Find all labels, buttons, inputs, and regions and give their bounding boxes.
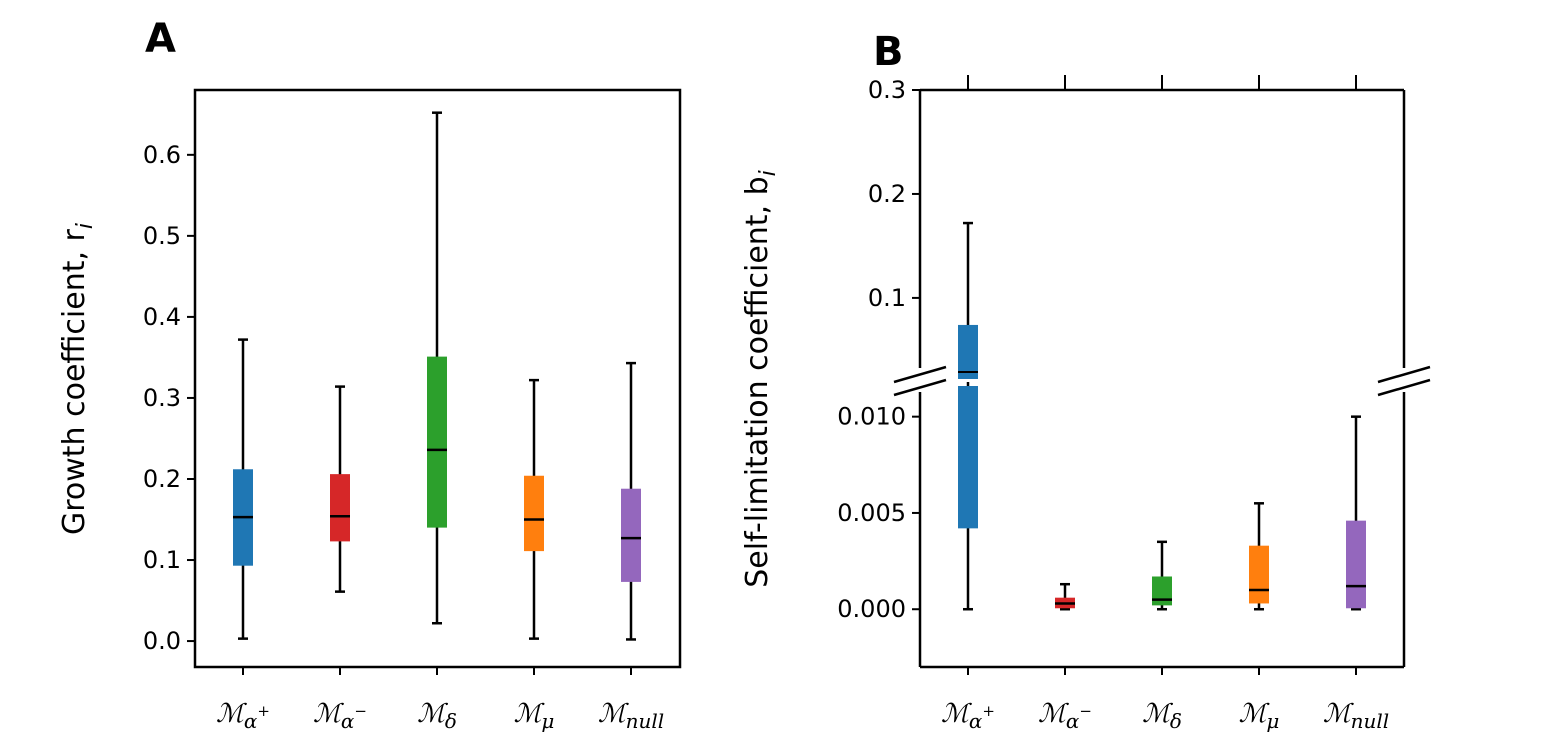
panel-b-xtick-label: ℳα+ xyxy=(941,699,995,733)
panel-b-ylabel-subscript: i xyxy=(756,170,781,176)
panel-a-ytick-label: 0.5 xyxy=(143,222,181,250)
panel-a-frame xyxy=(193,88,682,669)
panel-a-box xyxy=(330,474,350,542)
panel-b-box-lower xyxy=(958,386,978,529)
panel-b-xtick-label: ℳδ xyxy=(1142,699,1182,733)
panel-a-ytick-label: 0.4 xyxy=(143,303,181,331)
panel-b: B Self-limitation coefficient, bi 0.1 0.2… xyxy=(740,29,1431,733)
panel-b-label: B xyxy=(873,29,904,75)
panel-b-lower-ytick-label: 0.010 xyxy=(837,403,906,431)
panel-a-ytick-label: 0.1 xyxy=(143,546,181,574)
panel-b-box xyxy=(1152,576,1172,606)
panel-a-box xyxy=(427,356,447,528)
panel-a-box xyxy=(621,488,641,582)
panel-a-xtick-label: ℳnull xyxy=(598,699,664,733)
panel-a-ylabel-subscript: i xyxy=(73,223,98,229)
panel-a-xtick-label: ℳα− xyxy=(313,699,367,733)
panel-b-ylabel: Self-limitation coefficient, bi xyxy=(740,170,781,588)
panel-b-upper-ytick-label: 0.2 xyxy=(868,180,906,208)
panel-b-break-mark-left xyxy=(893,365,947,384)
panel-a-ylabel-text: Growth coefficient, r xyxy=(57,228,92,535)
panel-a-xtick-label: ℳμ xyxy=(514,699,555,733)
panel-b-lower-ytick-label: 0.000 xyxy=(837,595,906,623)
panel-a-ylabel: Growth coefficient, ri xyxy=(57,223,98,535)
panel-b-xtick-label: ℳnull xyxy=(1323,699,1389,733)
panel-b-xtick-label: ℳα− xyxy=(1038,699,1092,733)
panel-b-upper-ytick-label: 0.1 xyxy=(868,284,906,312)
panel-b-xtick-label: ℳμ xyxy=(1239,699,1280,733)
panel-a-ytick-label: 0.2 xyxy=(143,465,181,493)
panel-a-xtick-label: ℳδ xyxy=(417,699,457,733)
panel-b-upper-ytick-label: 0.3 xyxy=(868,76,906,104)
panel-a-marks: 0.0 0.1 0.2 0.3 0.4 0.5 0.6 ℳα+ ℳα− ℳδ ℳμ ℳnull xyxy=(143,111,664,733)
panel-b-break-mark-right xyxy=(1377,365,1431,384)
panel-a-ytick-label: 0.3 xyxy=(143,384,181,412)
panel-b-break-mark-left xyxy=(893,378,947,397)
panel-b-break-mark-right xyxy=(1377,378,1431,397)
panel-a-ytick-label: 0.6 xyxy=(143,141,181,169)
panel-b-marks: 0.1 0.2 0.3 0.000 0.005 0.010 ℳα+ ℳα− ℳδ ℳμ ℳnull xyxy=(837,75,1431,733)
panel-b-ylabel-text: Self-limitation coefficient, b xyxy=(740,176,775,587)
panel-a-box xyxy=(524,475,544,552)
panel-a: A Growth coefficient, ri 0.0 0.1 0.2 0.3 0.4… xyxy=(57,16,682,733)
panel-b-box xyxy=(1249,545,1269,604)
panel-a-xtick-label: ℳα+ xyxy=(216,699,270,733)
panel-b-box xyxy=(1346,520,1366,609)
panel-b-lower-ytick-label: 0.005 xyxy=(837,499,906,527)
panel-a-ytick-label: 0.0 xyxy=(143,627,181,655)
panel-a-label: A xyxy=(145,16,176,62)
panel-b-box-upper xyxy=(958,324,978,379)
